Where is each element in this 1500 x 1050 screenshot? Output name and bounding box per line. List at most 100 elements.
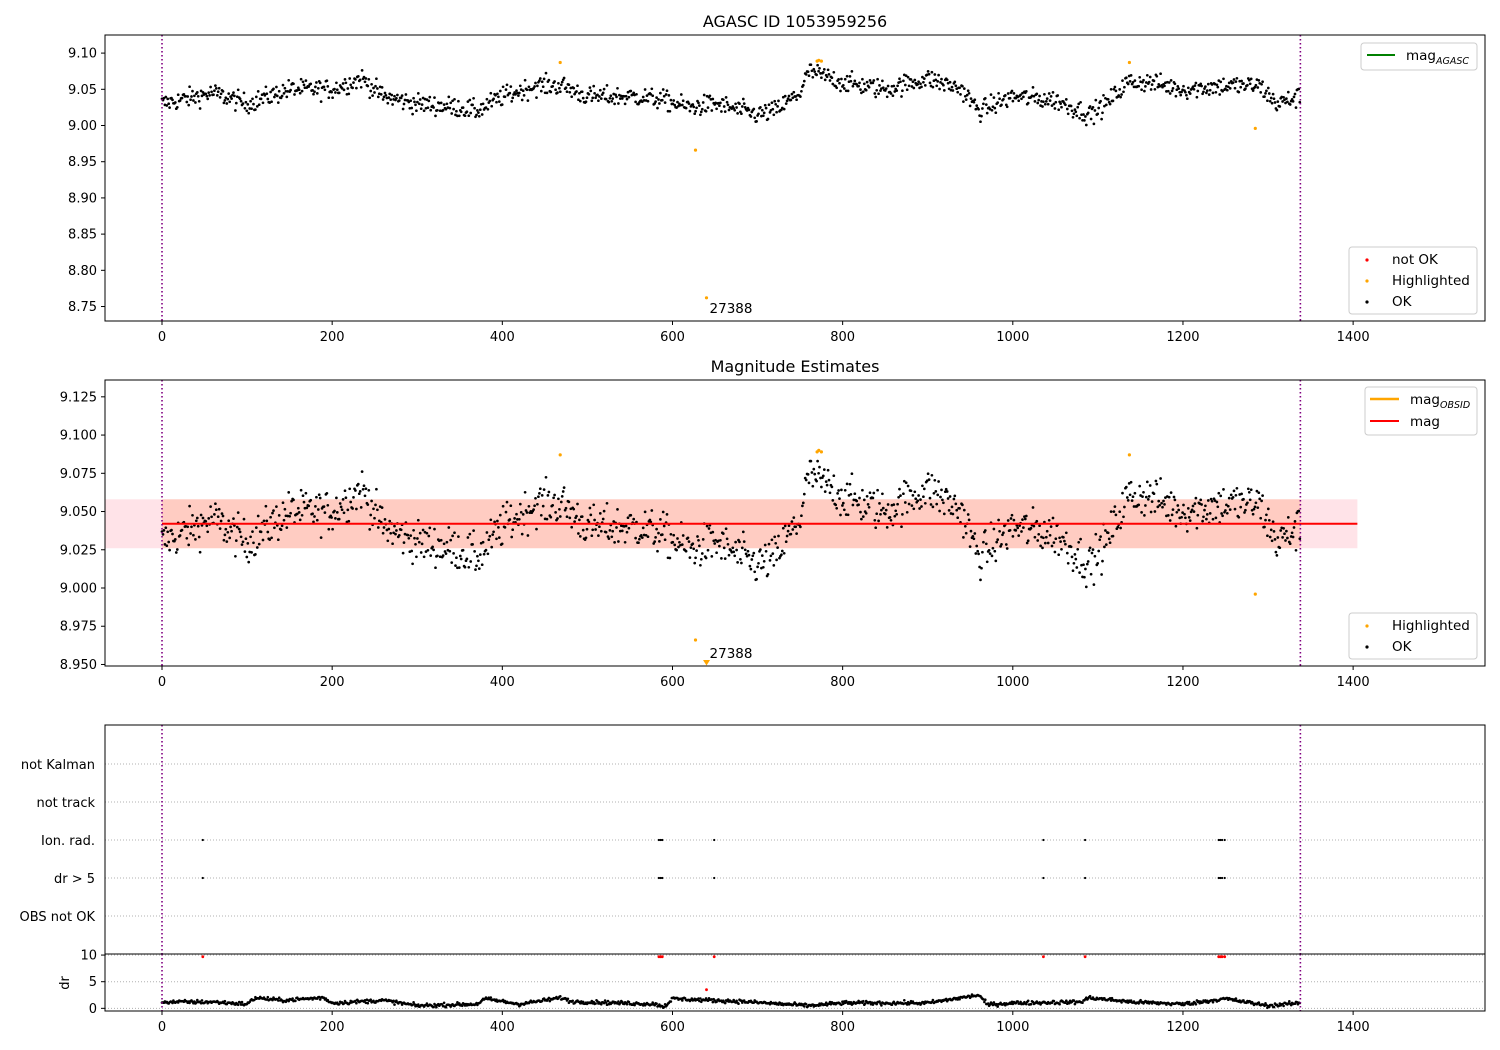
data-point-ok — [292, 82, 295, 86]
data-point-ok — [238, 97, 242, 101]
y-tick-label: 8.85 — [68, 228, 97, 243]
data-point-ok — [442, 542, 446, 546]
data-point-ok — [791, 528, 795, 531]
data-point-ok — [664, 93, 668, 96]
data-point-ok — [1145, 73, 1149, 77]
data-point-ok — [979, 578, 982, 582]
data-point-ok — [1285, 529, 1288, 533]
data-point-ok — [180, 528, 184, 532]
data-point-ok — [888, 516, 892, 519]
data-point-ok — [404, 93, 408, 96]
x-tick-label: 1200 — [1166, 675, 1199, 690]
data-point-ok — [790, 520, 794, 523]
data-point-ok — [1209, 497, 1213, 501]
data-point-ok — [760, 108, 764, 112]
data-point-ok — [761, 114, 765, 118]
dr-point — [1282, 1004, 1285, 1008]
data-point-ok — [193, 94, 196, 98]
panel-magnitude-legend-bottom: Highlighted OK — [1348, 612, 1478, 660]
data-point-ok — [459, 557, 463, 561]
legend-frame — [1348, 612, 1478, 660]
y-tick-label: 9.000 — [60, 582, 97, 597]
data-point-ok — [1266, 99, 1269, 103]
data-point-ok — [391, 103, 394, 106]
data-point-highlighted — [817, 448, 821, 452]
data-point-ok — [386, 101, 390, 105]
dr-point-flagged — [1042, 955, 1045, 959]
data-point-ok — [448, 549, 452, 553]
data-point-ok — [562, 76, 566, 80]
data-point-ok — [214, 508, 218, 512]
data-point-ok — [1162, 499, 1165, 503]
data-point-ok — [195, 91, 199, 94]
data-point-ok — [557, 497, 560, 501]
data-point-ok — [807, 481, 811, 485]
data-point-ok — [1251, 512, 1255, 516]
x-tick-label: 800 — [830, 1020, 855, 1035]
dr-point — [930, 1000, 934, 1004]
data-point-ok — [501, 504, 505, 508]
data-point-ok — [192, 99, 195, 102]
data-point-ok — [369, 513, 373, 517]
data-point-ok — [1118, 510, 1122, 514]
data-point-ok — [806, 473, 810, 476]
data-point-ok — [164, 526, 168, 530]
data-point-ok — [820, 76, 823, 80]
data-point-ok — [1266, 507, 1270, 511]
data-point-ok — [477, 114, 481, 118]
data-point-ok — [1252, 507, 1256, 511]
data-point-ok — [864, 511, 868, 515]
dr-point — [737, 1002, 740, 1005]
data-point-ok — [1046, 102, 1050, 106]
data-point-ok — [1272, 530, 1276, 533]
data-point-ok — [1043, 102, 1047, 106]
data-point-ok — [207, 517, 211, 520]
data-point-ok — [1202, 515, 1205, 519]
legend-entry-main: mag — [1406, 48, 1436, 64]
data-point-ok — [587, 520, 591, 524]
data-point-ok — [275, 505, 278, 508]
data-point-ok — [1012, 518, 1016, 522]
data-point-ok — [226, 97, 230, 101]
data-point-ok — [230, 97, 233, 100]
data-point-ok — [482, 552, 486, 556]
data-point-ok — [206, 530, 210, 534]
data-point-ok — [860, 517, 863, 521]
data-point-ok — [971, 534, 975, 538]
data-point-ok — [1256, 86, 1260, 89]
data-point-ok — [774, 102, 778, 106]
data-point-ok — [315, 81, 318, 84]
dr-point — [590, 999, 594, 1003]
data-point-ok — [366, 503, 370, 506]
flag-point — [1217, 838, 1220, 842]
data-point-ok — [318, 496, 322, 500]
data-point-ok — [1039, 544, 1042, 548]
dr-point — [425, 1002, 429, 1005]
data-point-ok — [862, 82, 866, 86]
data-point-ok — [873, 518, 877, 522]
data-point-ok — [1058, 536, 1061, 540]
data-point-ok — [676, 537, 679, 540]
data-point-ok — [1233, 86, 1237, 90]
panel-dr-grid — [105, 954, 1485, 1009]
data-point-ok — [1270, 539, 1274, 543]
data-point-ok — [910, 85, 914, 88]
data-point-ok — [767, 103, 771, 107]
data-point-ok — [965, 93, 969, 97]
data-point-ok — [981, 107, 984, 110]
data-point-ok — [873, 92, 877, 95]
data-point-ok — [1121, 79, 1124, 82]
data-point-ok — [341, 82, 345, 85]
data-point-ok — [457, 566, 461, 569]
data-point-ok — [599, 97, 603, 100]
data-point-ok — [822, 68, 826, 71]
data-point-ok — [699, 113, 702, 117]
panel-agasc-frame — [104, 34, 1486, 322]
data-point-ok — [876, 488, 879, 492]
data-point-ok — [1101, 559, 1104, 563]
x-tick-label: 600 — [660, 1020, 685, 1035]
data-point-ok — [815, 73, 818, 77]
data-point-ok — [363, 494, 367, 498]
data-point-ok — [311, 512, 314, 516]
data-point-ok — [1077, 540, 1081, 544]
